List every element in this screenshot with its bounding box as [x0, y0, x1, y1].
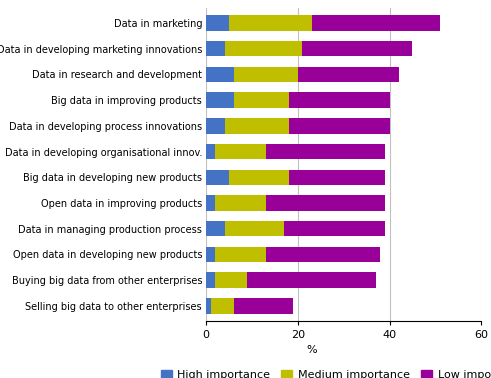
Bar — [298, 67, 399, 82]
Bar — [224, 118, 289, 133]
Bar — [284, 221, 385, 236]
Bar — [206, 221, 224, 236]
Text: %: % — [307, 345, 317, 355]
Bar — [234, 298, 293, 314]
Bar — [216, 144, 266, 159]
Bar — [266, 247, 381, 262]
Bar — [216, 195, 266, 211]
Bar — [206, 273, 216, 288]
Bar — [224, 41, 302, 56]
Bar — [289, 118, 389, 133]
Bar — [266, 144, 385, 159]
Bar — [206, 93, 234, 108]
Bar — [206, 195, 216, 211]
Bar — [216, 273, 247, 288]
Bar — [302, 41, 412, 56]
Bar — [229, 15, 312, 31]
Bar — [234, 93, 289, 108]
Legend: High importance, Medium importance, Low importance: High importance, Medium importance, Low … — [156, 366, 491, 378]
Bar — [247, 273, 376, 288]
Bar — [206, 144, 216, 159]
Bar — [206, 15, 229, 31]
Bar — [206, 298, 211, 314]
Bar — [234, 67, 298, 82]
Bar — [206, 118, 224, 133]
Bar — [266, 195, 385, 211]
Bar — [206, 247, 216, 262]
Bar — [229, 170, 289, 185]
Bar — [289, 170, 385, 185]
Bar — [224, 221, 284, 236]
Bar — [206, 41, 224, 56]
Bar — [289, 93, 389, 108]
Bar — [206, 170, 229, 185]
Bar — [211, 298, 234, 314]
Bar — [206, 67, 234, 82]
Bar — [216, 247, 266, 262]
Bar — [312, 15, 440, 31]
